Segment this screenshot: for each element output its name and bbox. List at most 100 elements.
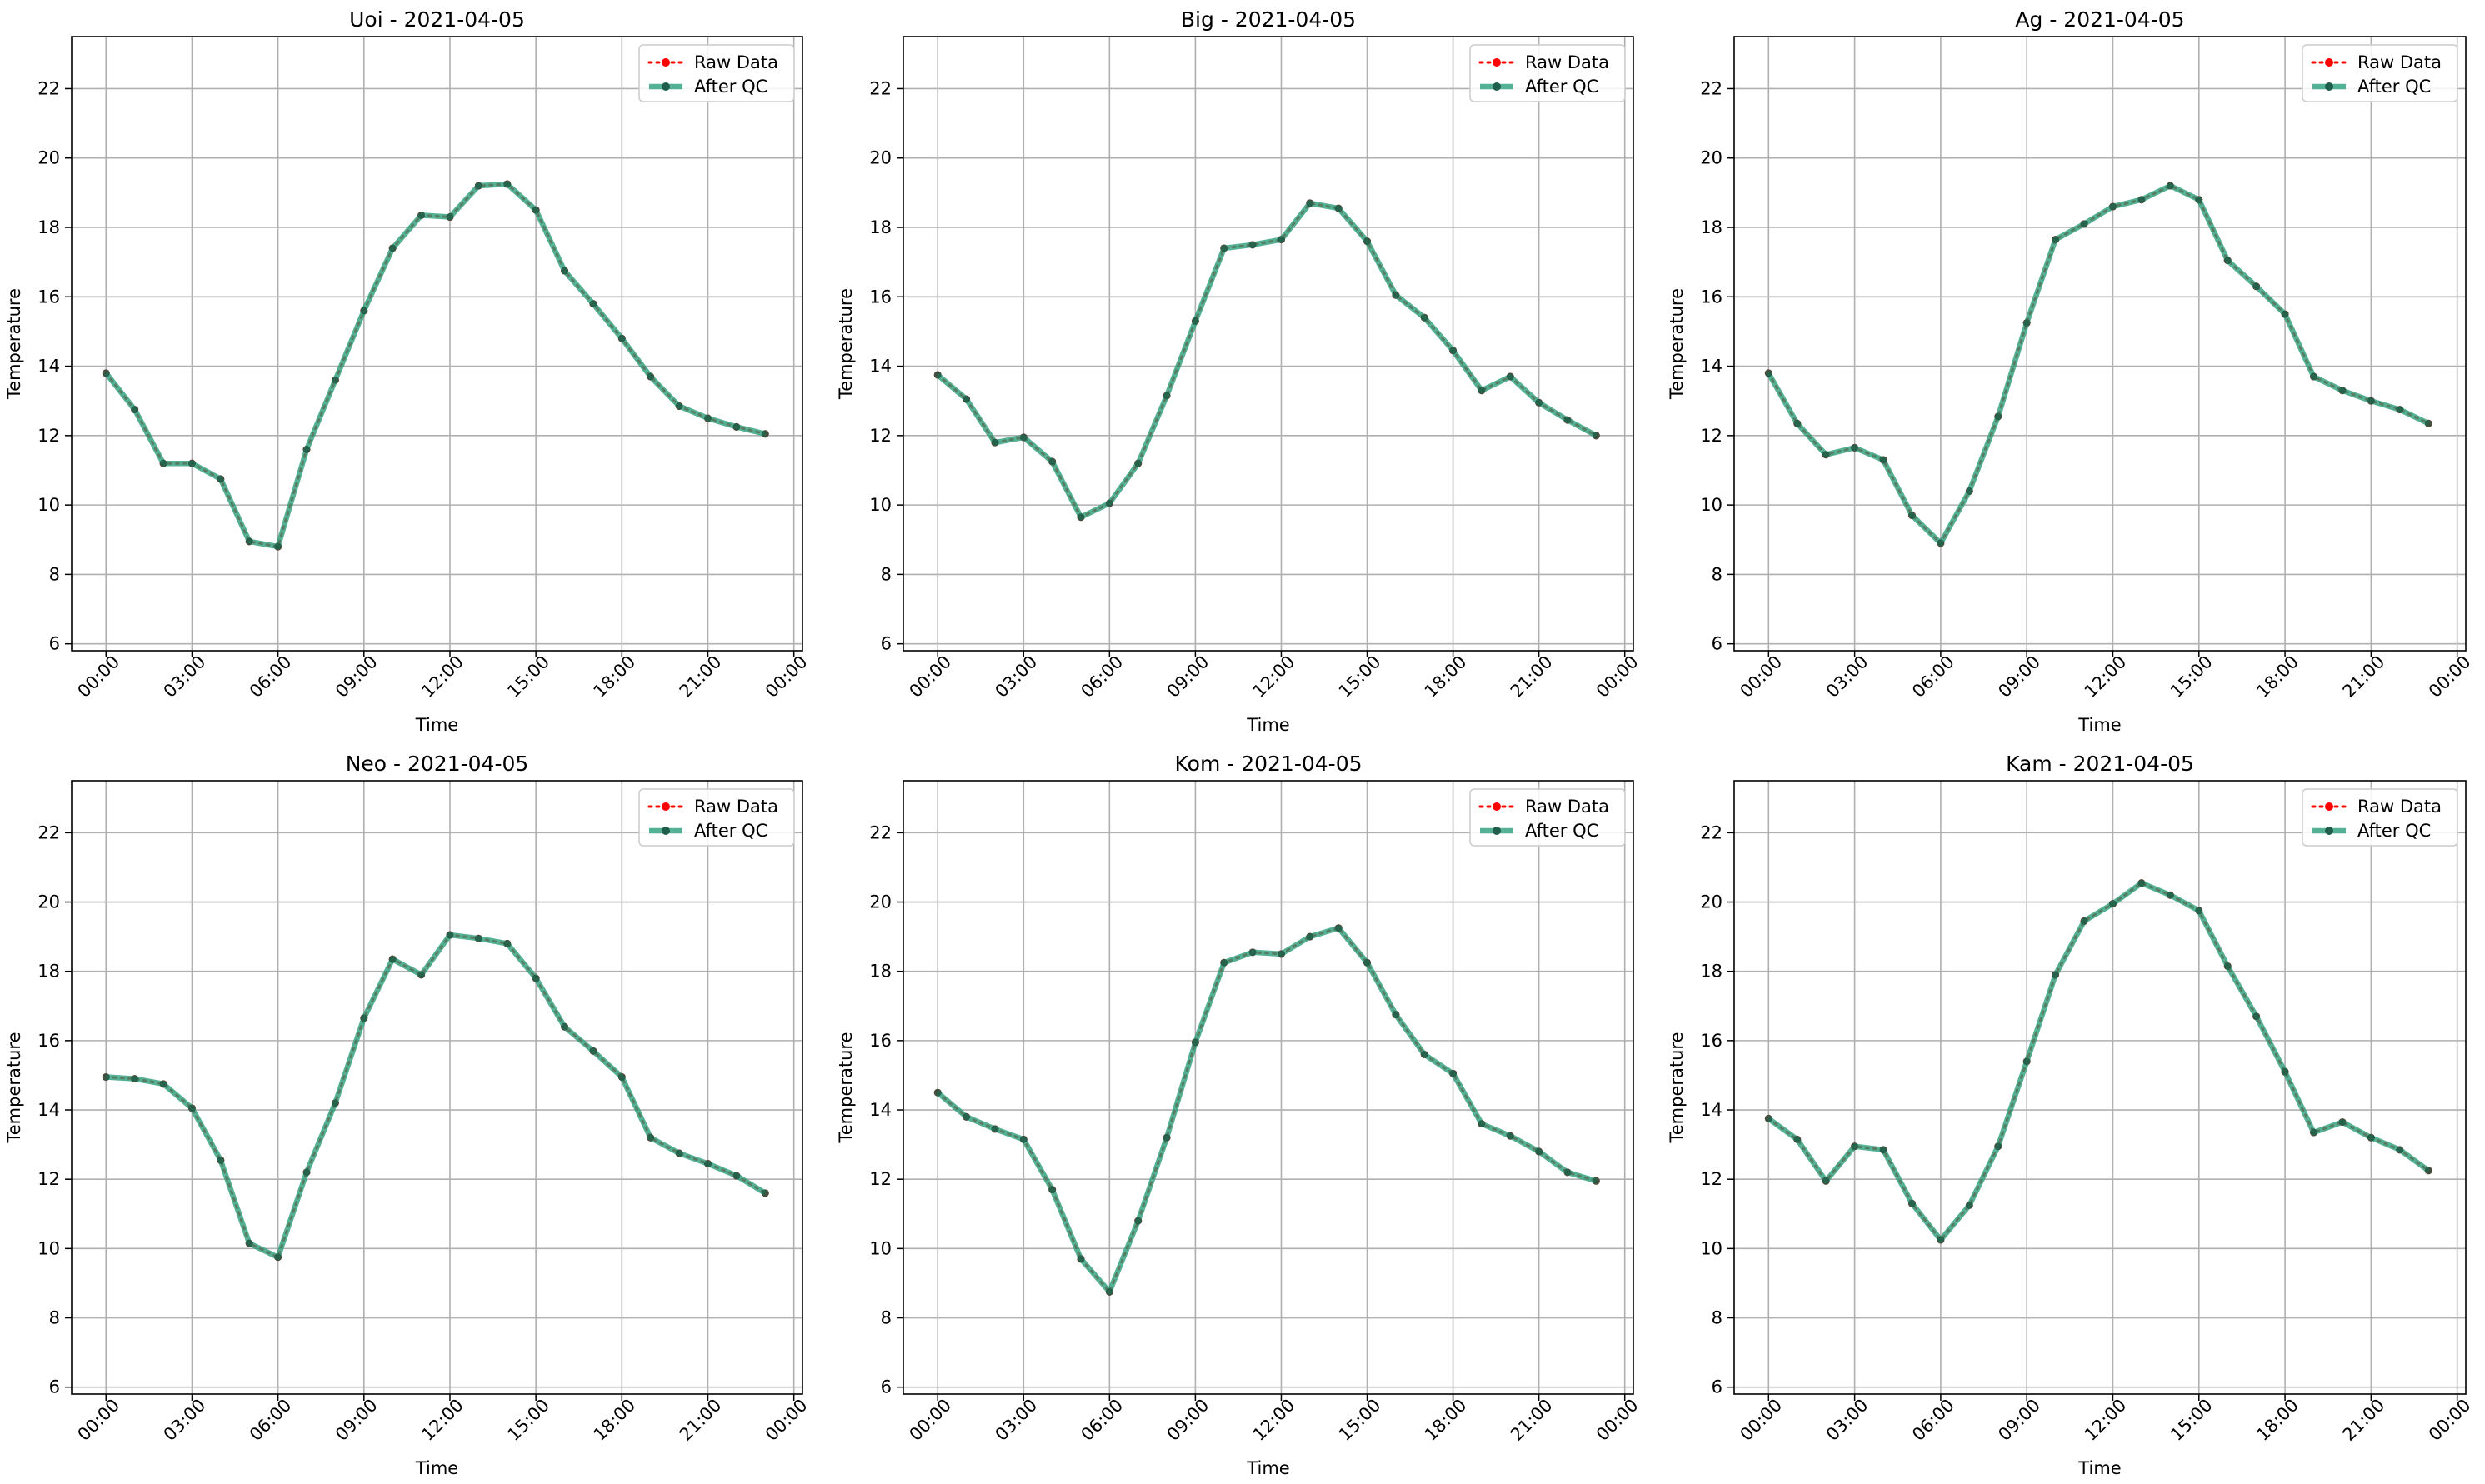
data-point-qc	[1592, 1177, 1600, 1185]
data-point-qc	[1134, 459, 1142, 467]
y-tick-label: 18	[869, 217, 892, 237]
data-point-qc	[1937, 539, 1945, 547]
grid	[1734, 781, 2466, 1394]
data-point-qc	[1851, 443, 1859, 452]
y-tick-label: 22	[869, 822, 892, 842]
x-tick-label: 21:00	[2339, 652, 2389, 702]
y-tick-label: 12	[1700, 1169, 1722, 1189]
series-line-raw-data	[104, 182, 767, 548]
data-point-qc	[1019, 1135, 1028, 1143]
x-tick-label: 15:00	[1335, 652, 1385, 702]
y-tick-label: 6	[1712, 1377, 1722, 1397]
axes-frame	[1733, 780, 2467, 1395]
data-point-qc	[2396, 406, 2404, 414]
x-tick-label: 06:00	[1078, 1395, 1128, 1445]
data-point-qc	[1994, 412, 2002, 421]
data-point-qc	[1048, 457, 1057, 466]
y-axis-label: Temperature	[4, 1032, 24, 1143]
y-tick-label: 6	[1712, 634, 1722, 654]
x-tick-label: 18:00	[589, 652, 639, 702]
y-tick-label: 6	[881, 634, 892, 654]
legend-label-after-qc: After QC	[694, 821, 768, 841]
data-point-qc	[2424, 1167, 2432, 1175]
chart-title: Neo - 2021-04-05	[346, 752, 529, 776]
x-tick-label: 18:00	[2252, 652, 2302, 702]
y-tick-label: 10	[1700, 1238, 1722, 1258]
data-point-qc	[1392, 1011, 1400, 1019]
data-point-qc	[933, 371, 942, 379]
y-tick-label: 8	[881, 1308, 892, 1328]
legend-marker-raw-data	[2325, 802, 2333, 811]
data-point-qc	[618, 334, 626, 342]
legend-marker-after-qc	[662, 827, 670, 835]
series-line-after-qc	[103, 181, 767, 550]
data-point-qc	[704, 1159, 712, 1167]
data-point-qc	[2338, 1118, 2347, 1127]
y-tick-label: 18	[38, 217, 60, 237]
data-point-qc	[675, 1149, 683, 1157]
legend-label-after-qc: After QC	[1525, 77, 1598, 97]
data-point-qc	[217, 1156, 225, 1164]
subplot-5: 00:00 03:00 06:00 09:00 12:00 15:00 18:00 21:00…	[836, 752, 1642, 1478]
x-tick-label: 03:00	[991, 652, 1041, 702]
data-point-qc	[131, 1075, 139, 1083]
x-tick-label: 15:00	[503, 652, 553, 702]
data-point-qc	[302, 1168, 311, 1177]
x-tick-label: 06:00	[1908, 652, 1958, 702]
y-tick-label: 16	[38, 1031, 60, 1051]
x-tick-label: 00:00	[1592, 1395, 1642, 1445]
data-point-qc	[1077, 513, 1085, 522]
data-point-qc	[2252, 282, 2261, 291]
series-line-raw-data	[936, 202, 1598, 519]
legend: Raw Data After QC	[1469, 788, 1626, 847]
data-point-qc	[732, 1172, 741, 1180]
x-tick-label: 00:00	[2425, 1395, 2475, 1445]
data-point-qc	[2108, 900, 2117, 908]
x-tick-label: 09:00	[1163, 1395, 1213, 1445]
series-line-raw-data	[104, 933, 767, 1259]
y-tick-label: 6	[881, 1377, 892, 1397]
y-tick-label: 10	[1700, 495, 1722, 515]
data-point-qc	[360, 1014, 368, 1022]
x-tick-label: 06:00	[246, 652, 296, 702]
data-point-qc	[1363, 958, 1372, 967]
x-tick-label: 09:00	[332, 1395, 382, 1445]
data-point-qc	[933, 1088, 942, 1097]
y-tick-label: 10	[38, 1238, 60, 1258]
x-tick-label: 06:00	[246, 1395, 296, 1445]
legend-marker-after-qc	[1492, 82, 1501, 91]
data-point-qc	[2138, 879, 2146, 887]
data-point-qc	[302, 445, 311, 453]
y-tick-label: 20	[869, 148, 892, 168]
y-tick-label: 16	[1700, 1031, 1722, 1051]
chart-title: Kom - 2021-04-05	[1175, 752, 1362, 776]
subplot-1: 00:00 03:00 06:00 09:00 12:00 15:00 18:00 21:00…	[4, 7, 812, 735]
legend-label-after-qc: After QC	[2358, 821, 2431, 841]
data-point-qc	[2138, 196, 2146, 204]
data-point-qc	[1793, 1135, 1802, 1143]
data-point-qc	[1363, 237, 1372, 246]
y-tick-label: 14	[1700, 357, 1722, 377]
y-tick-label: 18	[1700, 217, 1722, 237]
legend-marker-after-qc	[662, 82, 670, 91]
legend-marker-after-qc	[2325, 827, 2333, 835]
data-point-qc	[2080, 220, 2088, 228]
axes-frame	[1733, 36, 2467, 652]
legend-label-after-qc: After QC	[2358, 77, 2431, 97]
data-point-qc	[159, 459, 168, 467]
data-point-qc	[503, 939, 512, 947]
x-axis-label: Time	[2078, 715, 2121, 735]
subplot-6: 00:00 03:00 06:00 09:00 12:00 15:00 18:00 21:00…	[1667, 752, 2475, 1478]
data-point-qc	[2281, 1067, 2289, 1076]
y-tick-label: 8	[1712, 564, 1722, 584]
data-point-qc	[2195, 907, 2203, 915]
x-tick-label: 09:00	[1994, 1395, 2044, 1445]
y-tick-label: 6	[49, 634, 60, 654]
data-point-qc	[102, 1073, 110, 1082]
legend-label-raw-data: Raw Data	[694, 797, 778, 817]
legend-marker-after-qc	[1492, 827, 1501, 835]
x-tick-label: 06:00	[1078, 652, 1128, 702]
data-point-qc	[1248, 948, 1257, 957]
x-axis-label: Time	[1246, 715, 1289, 735]
data-point-qc	[1162, 392, 1171, 400]
